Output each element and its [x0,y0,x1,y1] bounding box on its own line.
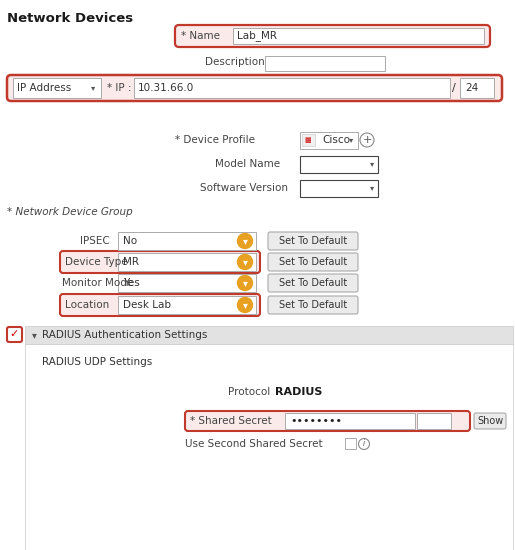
Bar [25,326,513,344]
Text: Location: Location [65,300,109,310]
Bar [118,253,256,271]
Text: 24: 24 [465,83,478,93]
Text: No: No [123,236,137,246]
Text: Protocol: Protocol [228,387,270,397]
Text: ▾: ▾ [243,278,247,288]
FancyBboxPatch shape [268,296,358,314]
Text: ▾: ▾ [243,236,247,246]
Text: Desk Lab: Desk Lab [123,300,171,310]
Text: Network Devices: Network Devices [7,12,133,25]
Text: RADIUS Authentication Settings: RADIUS Authentication Settings [42,330,208,340]
FancyBboxPatch shape [175,25,490,47]
Circle shape [358,438,369,449]
Bar [460,78,494,98]
Text: Show: Show [477,416,503,426]
Text: * Shared Secret: * Shared Secret [190,416,272,426]
Text: RADIUS: RADIUS [275,387,322,397]
FancyBboxPatch shape [60,294,260,316]
FancyBboxPatch shape [7,327,22,342]
Bar [285,413,415,429]
Bar [134,78,450,98]
Text: ▾: ▾ [243,300,247,310]
Text: Set To Default: Set To Default [279,257,347,267]
FancyBboxPatch shape [268,253,358,271]
Text: IP Address: IP Address [17,83,71,93]
Bar [300,180,378,197]
Text: ▾: ▾ [31,330,37,340]
Text: MR: MR [123,257,139,267]
Text: 10.31.66.0: 10.31.66.0 [138,83,194,93]
Text: Model Name: Model Name [215,159,280,169]
Text: Lab_MR: Lab_MR [237,31,277,41]
Text: Description: Description [205,57,265,67]
Bar [118,274,256,292]
Text: i: i [363,439,365,448]
Text: ✓: ✓ [10,329,19,339]
Text: ▾: ▾ [370,184,374,192]
Text: Set To Default: Set To Default [279,278,347,288]
Text: ▾: ▾ [370,160,374,168]
Text: * Name: * Name [181,31,220,41]
Circle shape [237,276,252,290]
Text: Monitor Mode: Monitor Mode [62,278,133,288]
FancyBboxPatch shape [268,274,358,292]
Bar [25,344,513,550]
Text: RADIUS UDP Settings: RADIUS UDP Settings [42,357,152,367]
Circle shape [360,133,374,147]
FancyBboxPatch shape [474,413,506,429]
Text: ▾: ▾ [91,84,95,92]
Bar [300,132,358,149]
Text: IPSEC: IPSEC [80,236,110,246]
Text: ▾: ▾ [243,257,247,267]
Text: * Network Device Group: * Network Device Group [7,207,133,217]
Text: ••••••••: •••••••• [290,416,342,426]
Text: Software Version: Software Version [200,183,288,193]
Text: Cisco: Cisco [322,135,350,145]
Bar [300,156,378,173]
Circle shape [237,234,252,249]
Text: * Device Profile: * Device Profile [175,135,255,145]
FancyBboxPatch shape [185,411,470,431]
Text: Yes: Yes [123,278,140,288]
Bar [233,28,484,44]
FancyBboxPatch shape [60,251,260,273]
Circle shape [237,255,252,270]
Text: ▾: ▾ [349,135,353,145]
Bar [265,56,385,71]
Circle shape [237,298,252,312]
Bar [118,296,256,314]
Bar [417,413,451,429]
Bar [302,134,315,146]
Text: Use Second Shared Secret: Use Second Shared Secret [185,439,322,449]
Text: Set To Default: Set To Default [279,300,347,310]
Text: ▦: ▦ [305,137,311,143]
Text: /: / [452,83,456,93]
Text: Device Type: Device Type [65,257,128,267]
Text: +: + [363,135,372,145]
Text: * IP :: * IP : [107,83,131,93]
FancyBboxPatch shape [268,232,358,250]
Bar [345,438,356,449]
FancyBboxPatch shape [7,75,502,101]
Bar [118,232,256,250]
Bar [13,78,101,98]
Text: Set To Default: Set To Default [279,236,347,246]
